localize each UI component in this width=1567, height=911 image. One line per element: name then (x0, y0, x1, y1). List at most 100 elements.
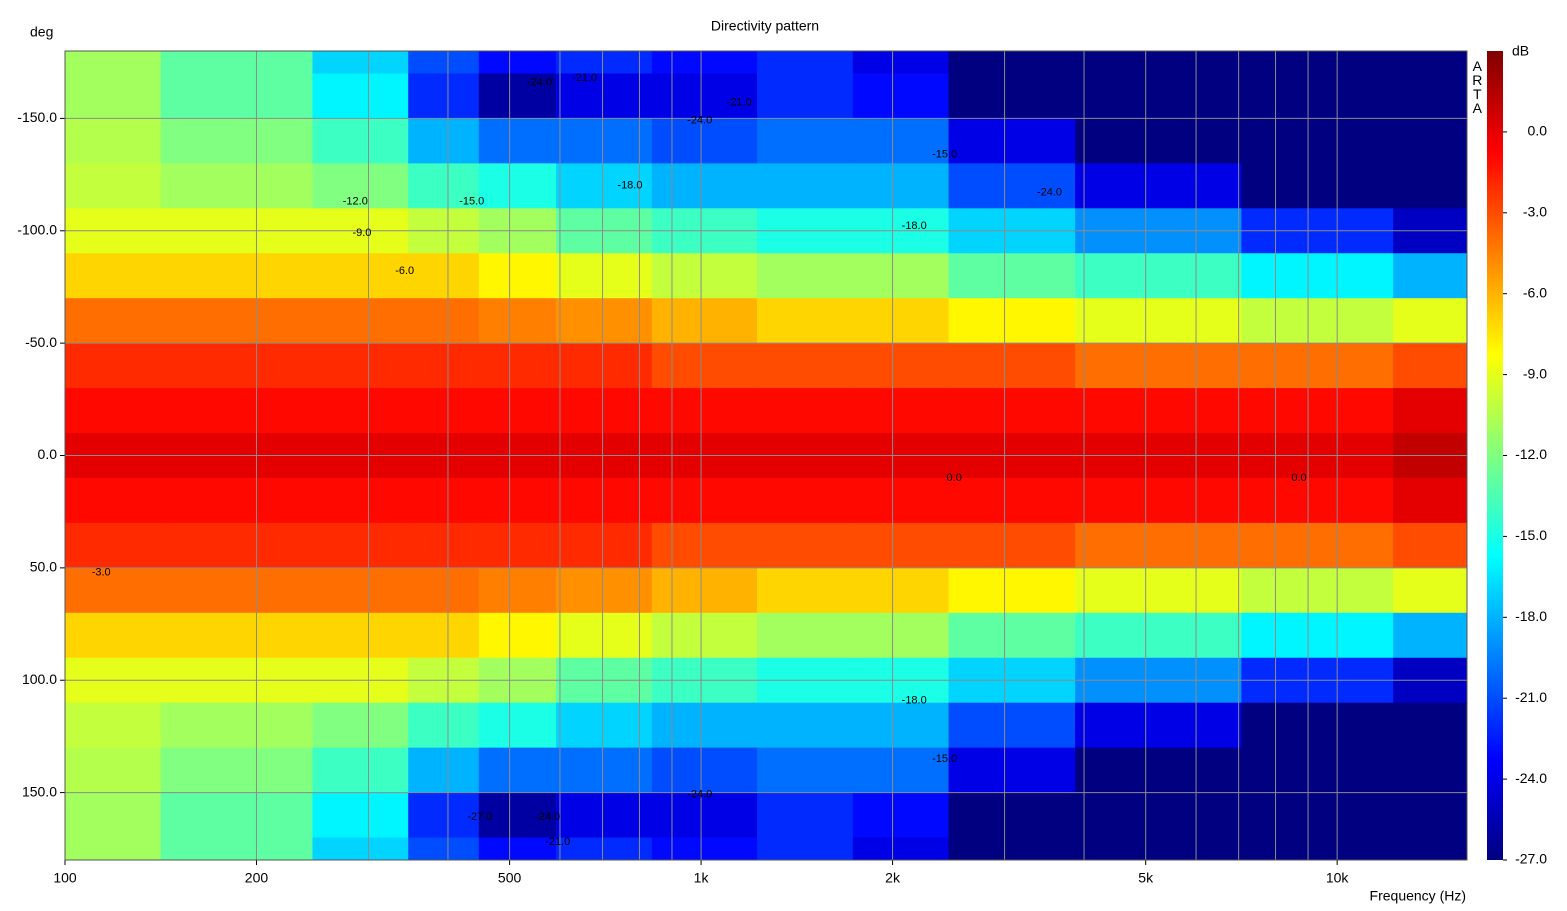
heat-cell (651, 792, 758, 839)
heat-cell (757, 343, 854, 389)
heat-cell (65, 298, 162, 344)
heat-cell (1075, 163, 1243, 209)
heat-cell (1393, 253, 1467, 299)
y-axis-label: deg (30, 24, 53, 40)
contour-label: 0.0 (1291, 472, 1306, 484)
heat-cell (948, 837, 1076, 860)
heatmap (65, 51, 1467, 860)
heat-cell (1393, 522, 1467, 569)
y-tick-label: 100.0 (22, 671, 57, 687)
heat-cell (556, 343, 653, 389)
heat-cell (948, 118, 1076, 164)
heat-cell (556, 747, 653, 794)
heat-cell (312, 477, 409, 524)
heat-cell (948, 792, 1076, 839)
heat-cell (852, 118, 950, 164)
heat-cell (160, 298, 314, 344)
heat-cell (478, 747, 557, 794)
y-tick-label: -150.0 (17, 109, 57, 125)
heat-cell (556, 298, 653, 344)
heat-cell (852, 388, 950, 434)
heat-cell (1241, 792, 1394, 839)
heat-cell (408, 477, 480, 524)
heat-cell (160, 343, 314, 389)
heat-cell (312, 747, 409, 794)
heat-cell (312, 792, 409, 839)
heat-cell (651, 343, 758, 389)
heat-cell (312, 837, 409, 860)
colorbar-tick-label: 0.0 (1528, 123, 1548, 139)
heat-cell (852, 702, 950, 749)
heat-cell (651, 837, 758, 860)
heat-cell (757, 522, 854, 569)
heat-cell (65, 567, 162, 614)
heat-cell (478, 837, 557, 860)
heat-cell (1393, 747, 1467, 794)
heat-cell (757, 612, 854, 659)
colorbar-tick-label: -15.0 (1515, 527, 1547, 543)
contour-label: -21.0 (545, 836, 570, 848)
heat-cell (556, 73, 653, 120)
heat-cell (757, 837, 854, 860)
contour-label: -21.0 (572, 72, 597, 84)
heat-cell (948, 73, 1076, 120)
heat-cell (556, 837, 653, 860)
heat-cell (65, 522, 162, 569)
contour-label: -3.0 (92, 566, 111, 578)
heat-cell (312, 567, 409, 614)
heat-cell (1393, 837, 1467, 860)
colorbar-tick-label: -9.0 (1523, 365, 1547, 381)
heat-cell (1241, 567, 1394, 614)
heat-cell (408, 702, 480, 749)
heat-cell (852, 567, 950, 614)
heat-cell (1075, 567, 1243, 614)
heat-cell (1393, 298, 1467, 344)
contour-label: -24.0 (687, 789, 712, 801)
heat-cell (948, 253, 1076, 299)
heat-cell (556, 388, 653, 434)
heat-cell (408, 298, 480, 344)
heat-cell (852, 253, 950, 299)
heat-cell (1241, 343, 1394, 389)
heat-cell (651, 253, 758, 299)
heat-cell (65, 163, 162, 209)
heat-cell (478, 477, 557, 524)
heat-cell (556, 163, 653, 209)
heat-cell (478, 73, 557, 120)
heat-cell (651, 73, 758, 120)
grid: 100 200 500 1k 2k 5k 10k -150.0 -100.0 -50.0 0.0 50… (17, 51, 1547, 886)
heat-cell (160, 612, 314, 659)
heat-cell (1075, 73, 1243, 120)
contour-label: -9.0 (352, 227, 371, 239)
heat-cell (852, 837, 950, 860)
heat-cell (478, 343, 557, 389)
heat-cell (948, 612, 1076, 659)
heat-cell (408, 837, 480, 860)
heat-cell (312, 343, 409, 389)
heat-cell (65, 118, 162, 164)
heat-cell (556, 253, 653, 299)
watermark: ARTA (1469, 58, 1485, 114)
heat-cell (408, 612, 480, 659)
colorbar-label: dB (1512, 43, 1529, 59)
heat-cell (852, 343, 950, 389)
heat-cell (408, 522, 480, 569)
heat-cell (478, 792, 557, 839)
heat-cell (160, 163, 314, 209)
heat-cell (160, 567, 314, 614)
heat-cell (160, 747, 314, 794)
heat-cell (160, 51, 314, 75)
heat-cell (478, 118, 557, 164)
heat-cell (757, 792, 854, 839)
x-tick-label: 5k (1138, 870, 1154, 886)
heat-cell (757, 298, 854, 344)
heat-cell (948, 522, 1076, 569)
colorbar-tick-label: -12.0 (1515, 446, 1547, 462)
heat-cell (852, 612, 950, 659)
colorbar-tick-label: -24.0 (1515, 770, 1547, 786)
heat-cell (408, 118, 480, 164)
heat-cell (1075, 343, 1243, 389)
heat-cell (556, 477, 653, 524)
heat-cell (556, 118, 653, 164)
